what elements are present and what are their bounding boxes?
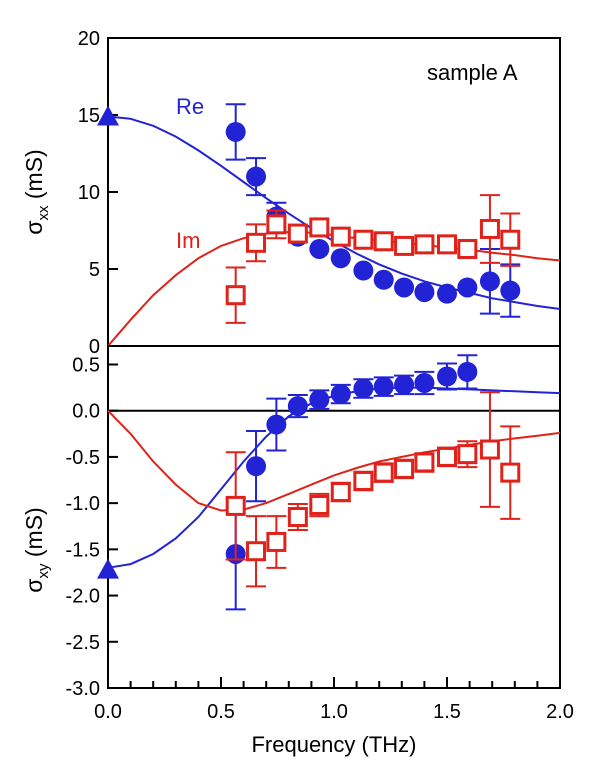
y-tick-label: 0 bbox=[89, 336, 100, 358]
y-tick-label: 20 bbox=[78, 28, 100, 50]
sigma-xy-data-points bbox=[97, 354, 521, 611]
x-tick-label: 2.0 bbox=[546, 701, 574, 723]
x-axis-ticks: 0.0 0.5 1.0 1.5 2.0 bbox=[94, 677, 574, 723]
im-data-point bbox=[414, 452, 435, 473]
re-data-point bbox=[500, 280, 521, 301]
re-data-point bbox=[287, 396, 308, 417]
im-label: Im bbox=[176, 228, 200, 253]
re-data-point bbox=[353, 260, 374, 281]
im-data-point bbox=[287, 507, 308, 527]
y-tick-label: -1.5 bbox=[66, 539, 100, 561]
im-data-point bbox=[309, 494, 330, 515]
y-tick-label: -2.0 bbox=[66, 586, 100, 608]
re-data-point bbox=[353, 378, 374, 399]
im-data-point bbox=[309, 217, 330, 238]
dc-value-triangle bbox=[97, 105, 119, 126]
im-data-point bbox=[353, 229, 374, 250]
re-data-point bbox=[330, 248, 351, 269]
re-data-point bbox=[309, 238, 330, 259]
im-data-point bbox=[394, 458, 415, 479]
re-data-point bbox=[330, 384, 351, 405]
x-tick-label: 1.0 bbox=[320, 701, 348, 723]
y-tick-label: 5 bbox=[89, 259, 100, 281]
im-data-point bbox=[225, 495, 246, 516]
re-data-point bbox=[414, 282, 435, 303]
re-data-point bbox=[309, 389, 330, 410]
y-tick-label: -0.5 bbox=[66, 447, 100, 469]
im-data-point bbox=[437, 446, 457, 467]
sigma-xx-panel: 0 5 10 15 20 sample A Re Im σxx (mS) bbox=[21, 28, 561, 358]
im-data-point bbox=[225, 285, 246, 306]
re-data-point bbox=[394, 374, 415, 395]
y-tick-label: 15 bbox=[78, 105, 100, 127]
re-data-point bbox=[457, 361, 478, 382]
re-data-point bbox=[437, 366, 457, 387]
re-fit-curve bbox=[107, 386, 561, 569]
im-data-point bbox=[266, 214, 287, 235]
y-tick-label: 10 bbox=[78, 182, 100, 204]
im-data-point bbox=[457, 444, 478, 465]
sample-annotation: sample A bbox=[427, 60, 518, 85]
re-data-point bbox=[266, 414, 287, 435]
im-data-point bbox=[500, 462, 521, 483]
sigma-xx-y-axis-label: σxx (mS) bbox=[21, 149, 52, 234]
sigma-xy-y-axis-label: σxy (mS) bbox=[21, 507, 52, 592]
im-data-point bbox=[246, 232, 267, 253]
re-data-point bbox=[225, 121, 246, 142]
x-tick-label: 0.5 bbox=[207, 701, 235, 723]
re-data-point bbox=[246, 166, 267, 187]
im-data-point bbox=[457, 238, 478, 259]
re-data-point bbox=[414, 372, 435, 393]
dc-value-triangle bbox=[97, 558, 119, 579]
sigma-xx-y-ticks: 0 5 10 15 20 bbox=[78, 28, 118, 358]
re-data-point bbox=[457, 277, 478, 298]
sigma-xx-data-points bbox=[97, 103, 521, 324]
im-data-point bbox=[373, 462, 394, 483]
im-data-point bbox=[479, 439, 500, 460]
y-tick-label: 0.0 bbox=[72, 401, 100, 423]
im-data-point bbox=[246, 541, 267, 562]
sigma-xy-y-ticks: 0.5 0.0 -0.5 -1.0 -1.5 -2.0 -2.5 -3.0 bbox=[66, 354, 118, 700]
x-tick-label: 0.0 bbox=[94, 701, 122, 723]
im-data-point bbox=[479, 218, 500, 239]
im-data-point bbox=[373, 231, 394, 252]
y-tick-label: -2.5 bbox=[66, 632, 100, 654]
re-data-point bbox=[373, 376, 394, 397]
im-data-point bbox=[353, 470, 374, 491]
re-data-point bbox=[373, 269, 394, 290]
im-data-point bbox=[330, 226, 351, 247]
im-data-point bbox=[266, 531, 287, 552]
y-tick-label: -1.0 bbox=[66, 493, 100, 515]
re-label: Re bbox=[176, 94, 204, 119]
y-tick-label: -3.0 bbox=[66, 678, 100, 700]
re-data-point bbox=[479, 271, 500, 292]
re-data-point bbox=[246, 456, 267, 477]
im-data-point bbox=[414, 234, 435, 255]
re-data-point bbox=[394, 277, 415, 298]
sigma-xy-fit-curves bbox=[107, 386, 561, 569]
x-tick-label: 1.5 bbox=[433, 701, 461, 723]
x-axis-label: Frequency (THz) bbox=[251, 732, 416, 757]
re-data-point bbox=[437, 283, 457, 304]
sigma-xy-panel: 0.5 0.0 -0.5 -1.0 -1.5 -2.0 -2.5 -3.0 0.0 0.5 1.0… bbox=[21, 345, 574, 757]
im-data-point bbox=[287, 223, 308, 244]
im-data-point bbox=[330, 482, 351, 503]
im-data-point bbox=[437, 234, 457, 255]
im-data-point bbox=[394, 235, 415, 256]
im-data-point bbox=[500, 229, 521, 250]
y-tick-label: 0.5 bbox=[72, 354, 100, 376]
